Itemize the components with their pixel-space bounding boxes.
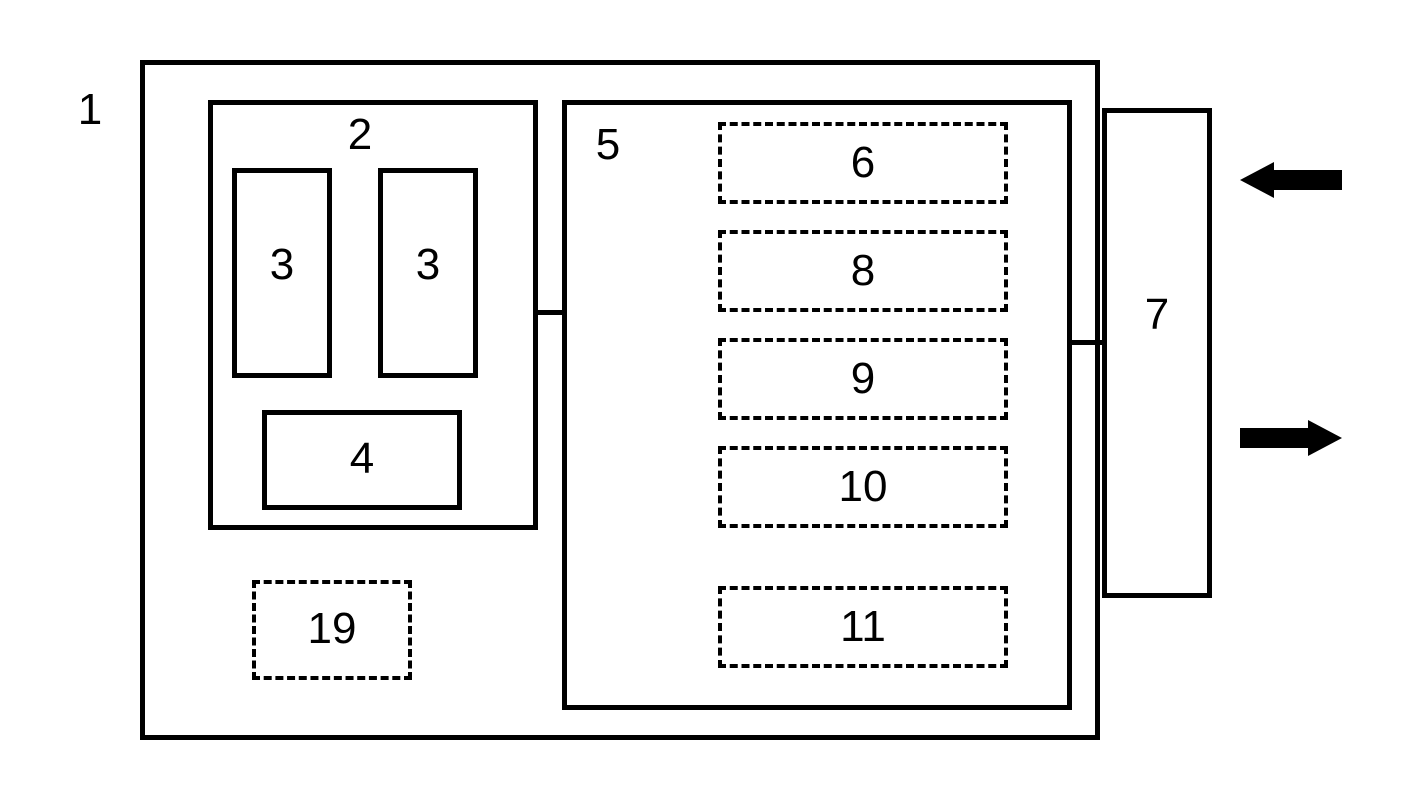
label-19: 19 bbox=[252, 604, 412, 654]
label-11: 11 bbox=[718, 602, 1008, 652]
label-3a: 3 bbox=[232, 240, 332, 290]
arrow-output-right bbox=[1240, 428, 1350, 468]
label-6: 6 bbox=[718, 138, 1008, 188]
block-7 bbox=[1102, 108, 1212, 598]
arrow-input-left bbox=[1240, 170, 1350, 210]
label-1: 1 bbox=[60, 85, 120, 135]
connector-5-to-7 bbox=[1072, 340, 1102, 345]
label-9: 9 bbox=[718, 354, 1008, 404]
arrow-shaft bbox=[1274, 170, 1342, 190]
connector-2-to-5 bbox=[538, 310, 562, 315]
block-diagram: 1 2 3 3 4 19 5 6 8 9 10 11 7 bbox=[100, 40, 1350, 760]
label-4: 4 bbox=[262, 434, 462, 484]
label-2: 2 bbox=[330, 110, 390, 160]
label-5: 5 bbox=[578, 120, 638, 170]
arrow-head-icon bbox=[1308, 420, 1342, 456]
arrow-head-icon bbox=[1240, 162, 1274, 198]
label-10: 10 bbox=[718, 462, 1008, 512]
arrow-shaft bbox=[1240, 428, 1308, 448]
label-8: 8 bbox=[718, 246, 1008, 296]
label-3b: 3 bbox=[378, 240, 478, 290]
label-7: 7 bbox=[1102, 290, 1212, 340]
